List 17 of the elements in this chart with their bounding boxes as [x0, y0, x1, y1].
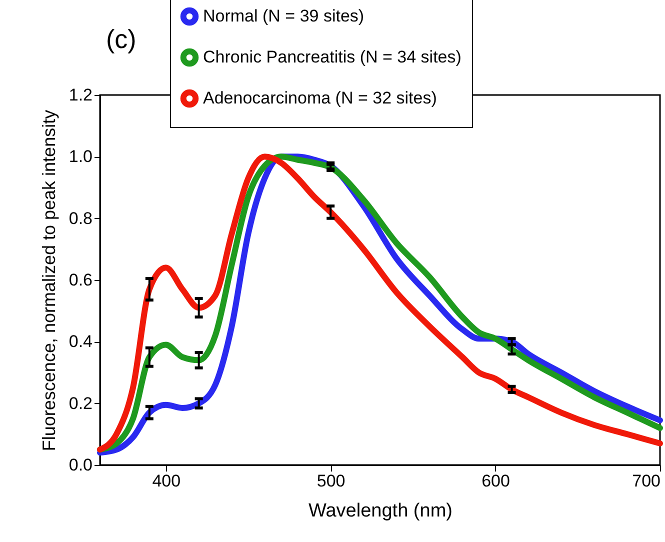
y-tick-label: 0.0	[68, 456, 92, 474]
x-tick-label: 400	[152, 472, 181, 490]
y-tick-label: 1.0	[68, 147, 92, 166]
legend-label: Chronic Pancreatitis (N = 34 sites)	[203, 48, 462, 66]
y-axis-title: Fluorescence, normalized to peak intensity	[38, 110, 59, 452]
x-tick-label: 700	[632, 472, 660, 490]
y-tick-label: 0.8	[68, 208, 92, 228]
x-tick-label: 500	[316, 472, 346, 490]
x-tick-label: 600	[482, 472, 510, 490]
legend-label: Adenocarcinoma (N = 32 sites)	[203, 88, 437, 108]
x-axis-title: Wavelength (nm)	[308, 500, 452, 522]
y-tick-label: 0.6	[68, 270, 92, 290]
text: (c)	[106, 24, 136, 54]
y-tick-label: 0.2	[68, 394, 92, 413]
legend-label: Normal (N = 39 sites)	[203, 6, 364, 26]
y-tick-label: 1.2	[68, 86, 92, 104]
y-tick-label: 0.4	[68, 332, 92, 352]
